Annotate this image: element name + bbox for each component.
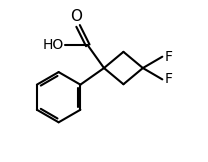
Text: HO: HO xyxy=(42,38,63,52)
Text: F: F xyxy=(165,50,173,64)
Text: O: O xyxy=(71,9,82,24)
Text: F: F xyxy=(165,72,173,86)
